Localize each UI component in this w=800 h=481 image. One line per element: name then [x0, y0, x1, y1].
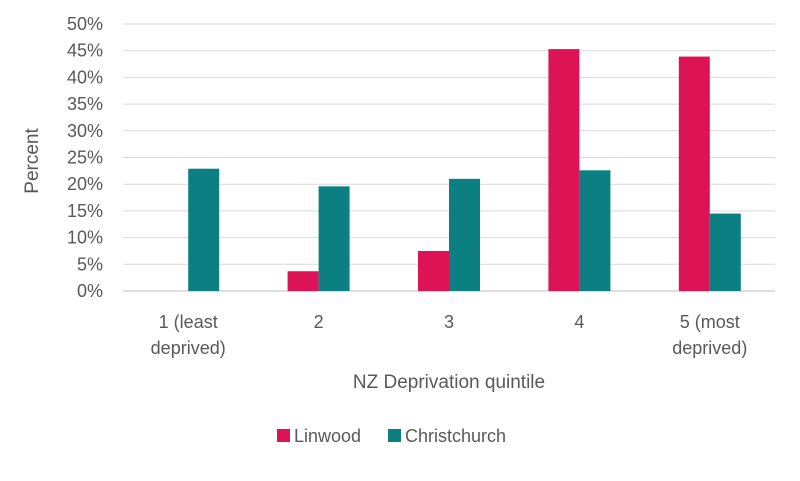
y-tick-label: 35%: [67, 94, 103, 114]
legend-label-linwood: Linwood: [294, 426, 361, 446]
x-axis-ticks: 1 (least deprived) 2 3 4 5 (most deprived): [151, 312, 748, 358]
x-axis-label: NZ Deprivation quintile: [353, 372, 545, 393]
y-tick-label: 30%: [67, 121, 103, 141]
y-tick-label: 10%: [67, 228, 103, 248]
x-tick-label: 3: [444, 312, 454, 332]
bar-linwood-5: [678, 56, 710, 291]
x-tick-label: 5 (most deprived): [672, 312, 747, 358]
y-tick-label: 45%: [67, 41, 103, 61]
y-tick-label: 50%: [67, 14, 103, 34]
bar-linwood-4: [548, 49, 580, 292]
bar-christchurch-3: [449, 178, 480, 291]
bar-linwood-3: [418, 250, 449, 291]
bar-christchurch-5: [709, 213, 741, 291]
y-tick-label: 40%: [67, 67, 103, 87]
bar-christchurch-4: [579, 170, 611, 291]
y-tick-label: 0%: [77, 281, 103, 301]
x-tick-label: 2: [314, 312, 324, 332]
legend-swatch-linwood: [277, 429, 290, 442]
bar-linwood-2: [287, 271, 319, 291]
bar-christchurch-2: [318, 186, 350, 291]
legend-swatch-christchurch: [388, 429, 401, 442]
x-tick-label: 1 (least deprived): [151, 312, 226, 358]
x-tick-label: 4: [574, 312, 584, 332]
y-axis-ticks: 0% 5% 10% 15% 20% 25% 30% 35% 40% 45% 50%: [67, 14, 103, 301]
y-tick-label: 25%: [67, 148, 103, 168]
y-axis-label: Percent: [22, 128, 43, 194]
bar-christchurch-1: [188, 168, 220, 291]
y-tick-label: 5%: [77, 254, 103, 274]
bars: [188, 49, 741, 292]
legend: Linwood Christchurch: [277, 426, 506, 446]
legend-label-christchurch: Christchurch: [405, 426, 506, 446]
y-tick-label: 15%: [67, 201, 103, 221]
y-tick-label: 20%: [67, 174, 103, 194]
